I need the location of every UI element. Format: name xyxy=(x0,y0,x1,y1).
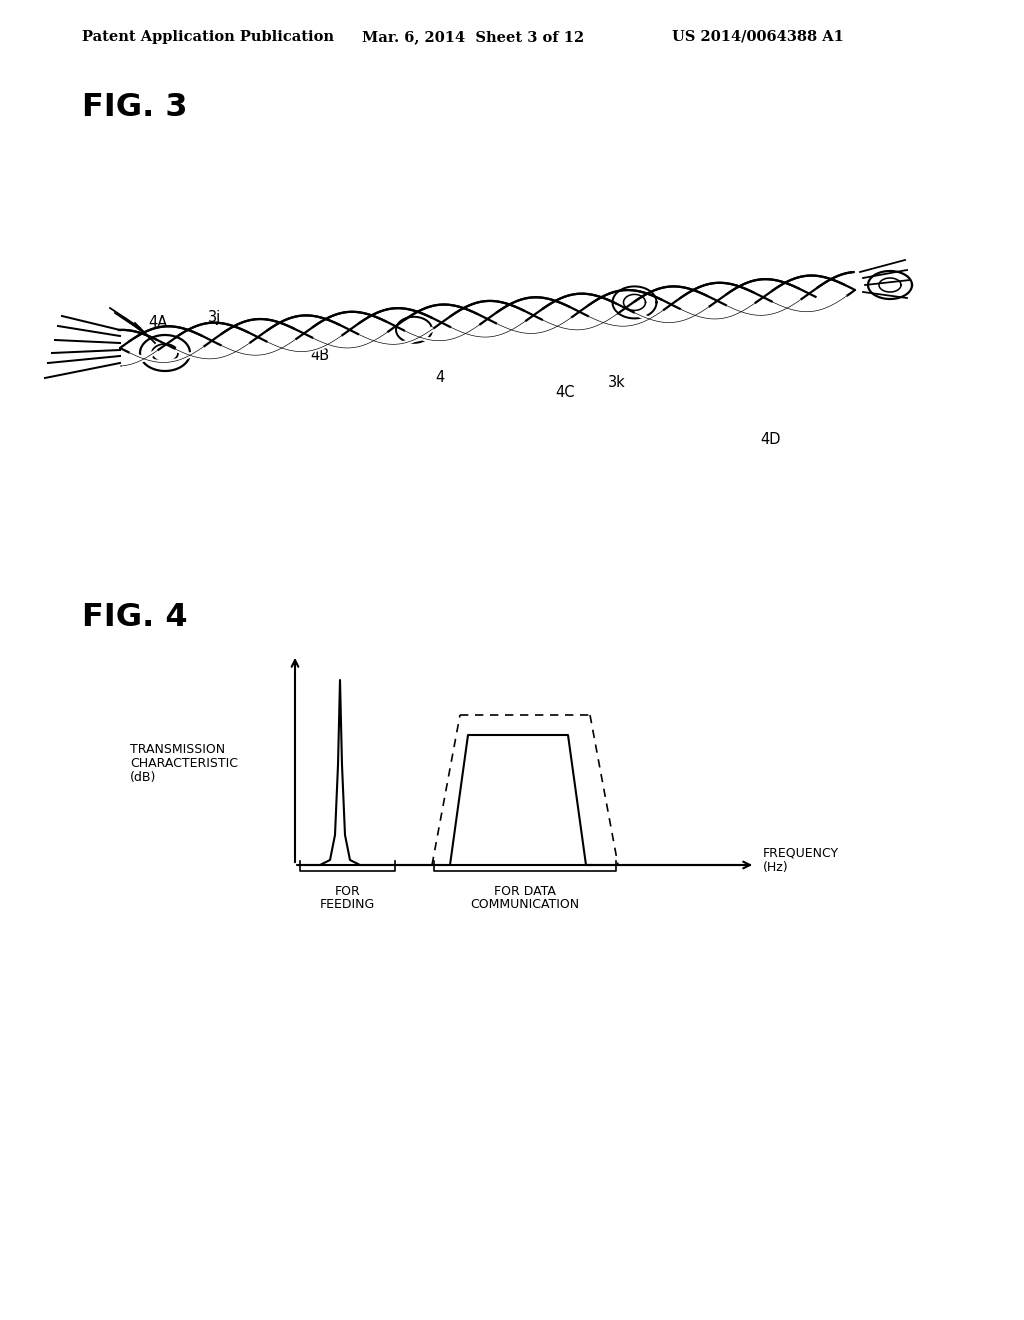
Text: Mar. 6, 2014  Sheet 3 of 12: Mar. 6, 2014 Sheet 3 of 12 xyxy=(362,30,585,44)
Text: FIG. 3: FIG. 3 xyxy=(82,92,187,123)
Text: 4D: 4D xyxy=(760,432,780,447)
Text: FEEDING: FEEDING xyxy=(319,898,375,911)
Text: (dB): (dB) xyxy=(130,771,157,784)
Text: (Hz): (Hz) xyxy=(763,861,788,874)
Text: FREQUENCY: FREQUENCY xyxy=(763,846,839,859)
Text: 4B: 4B xyxy=(310,348,329,363)
Text: FOR DATA: FOR DATA xyxy=(494,884,556,898)
Text: 4A: 4A xyxy=(148,315,167,330)
Text: 3j: 3j xyxy=(208,310,221,325)
Text: FIG. 4: FIG. 4 xyxy=(82,602,187,634)
Text: US 2014/0064388 A1: US 2014/0064388 A1 xyxy=(672,30,844,44)
Text: 4: 4 xyxy=(435,370,444,385)
Text: COMMUNICATION: COMMUNICATION xyxy=(470,898,580,911)
Text: CHARACTERISTIC: CHARACTERISTIC xyxy=(130,756,238,770)
Text: 3k: 3k xyxy=(608,375,626,389)
Text: FOR: FOR xyxy=(335,884,360,898)
Text: TRANSMISSION: TRANSMISSION xyxy=(130,743,225,756)
Text: Patent Application Publication: Patent Application Publication xyxy=(82,30,334,44)
Text: 4C: 4C xyxy=(555,385,574,400)
